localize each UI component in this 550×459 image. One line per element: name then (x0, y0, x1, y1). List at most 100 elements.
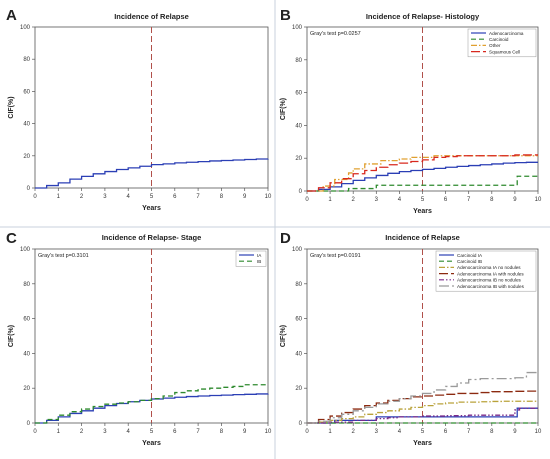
x-tick-label: 10 (265, 429, 272, 435)
series-line (307, 161, 538, 192)
x-tick-label: 0 (33, 429, 37, 435)
chart-title: Incidence of Relapse- Histology (366, 12, 480, 21)
legend-box (235, 250, 267, 267)
x-tick-label: 3 (103, 194, 107, 200)
x-tick-label: 8 (220, 194, 224, 200)
series-line (307, 400, 538, 424)
x-tick-label: 9 (513, 429, 517, 435)
y-tick-label: 80 (295, 282, 302, 288)
x-tick-label: 6 (444, 197, 448, 203)
legend-label: Carcinoid IB (457, 259, 482, 264)
chart-panel-b: Incidence of Relapse- Histology 0 1 2 3 4 5 6 7 8… (280, 12, 542, 215)
legend-label: IB (257, 259, 261, 264)
x-tick-label: 8 (490, 429, 494, 435)
x-tick-label: 8 (490, 197, 494, 203)
y-tick-label: 0 (299, 189, 303, 195)
legend-label: Carcinoid (489, 37, 509, 42)
chart-title: Incidence of Relapse- Stage (102, 233, 202, 242)
y-axis-label: CIF(%) (280, 325, 287, 347)
legend-label: Carcinoid IA (457, 253, 483, 258)
x-tick-label: 1 (57, 429, 61, 435)
legend-label: Other (489, 43, 501, 48)
y-axis-label: CIF(%) (8, 96, 15, 118)
x-tick-label: 7 (467, 197, 471, 203)
panel-letter-a: A (6, 7, 17, 24)
x-tick-label: 2 (352, 197, 356, 203)
series-line (307, 390, 538, 424)
legend-label: Adenocarcinoma IB with nodules (457, 284, 525, 289)
y-tick-label: 80 (23, 282, 30, 288)
y-tick-label: 100 (292, 25, 303, 31)
y-tick-label: 20 (295, 156, 302, 162)
y-tick-label: 0 (299, 421, 303, 427)
legend-label: Squamous Cell (489, 49, 520, 54)
x-tick-label: 5 (150, 429, 154, 435)
x-tick-label: 1 (57, 194, 61, 200)
panel-letter-c: C (6, 230, 17, 247)
x-tick-label: 10 (265, 194, 272, 200)
y-tick-label: 0 (27, 421, 31, 427)
chart-title: Incidence of Relapse (114, 12, 189, 21)
panel-letter-b: B (280, 7, 291, 24)
y-tick-label: 0 (27, 186, 31, 192)
y-tick-label: 100 (20, 247, 31, 253)
chart-title: Incidence of Relapse (385, 233, 460, 242)
series-line (307, 155, 538, 192)
x-tick-label: 0 (305, 429, 309, 435)
x-tick-label: 7 (196, 429, 200, 435)
x-axis-label: Years (413, 208, 432, 215)
x-tick-label: 10 (535, 197, 542, 203)
y-tick-label: 100 (292, 247, 303, 253)
x-tick-label: 3 (103, 429, 107, 435)
legend-label: Adenocarcinoma IB no nodules (457, 278, 522, 283)
legend-label: Adenocarcinoma (489, 31, 524, 36)
y-tick-label: 40 (23, 122, 30, 128)
y-tick-label: 80 (295, 58, 302, 64)
x-tick-label: 5 (421, 197, 425, 203)
x-tick-label: 10 (535, 429, 542, 435)
series-line (35, 158, 269, 189)
y-tick-label: 60 (295, 317, 302, 323)
y-axis-label: CIF(%) (280, 98, 287, 120)
grays-test-annotation: Gray's test p=0.0257 (310, 31, 361, 37)
legend-label: IA (257, 253, 262, 258)
y-tick-label: 40 (295, 123, 302, 129)
x-tick-label: 0 (33, 194, 37, 200)
series-line (307, 371, 538, 424)
x-tick-label: 7 (467, 429, 471, 435)
x-tick-label: 9 (243, 194, 247, 200)
x-tick-label: 6 (173, 429, 177, 435)
x-tick-label: 9 (513, 197, 517, 203)
x-tick-label: 9 (243, 429, 247, 435)
y-tick-label: 20 (23, 386, 30, 392)
y-tick-label: 60 (295, 91, 302, 97)
x-tick-label: 1 (328, 197, 332, 203)
series-line (35, 384, 268, 424)
x-tick-label: 0 (305, 197, 309, 203)
series-line (307, 175, 538, 192)
x-tick-label: 1 (328, 429, 332, 435)
x-tick-label: 2 (80, 194, 84, 200)
y-tick-label: 20 (23, 154, 30, 160)
x-tick-label: 3 (375, 429, 379, 435)
panel-letter-d: D (280, 230, 291, 247)
y-tick-label: 40 (295, 351, 302, 357)
legend-box (435, 250, 537, 292)
y-tick-label: 80 (23, 57, 30, 63)
y-axis-label: CIF(%) (8, 325, 15, 347)
y-tick-label: 40 (23, 351, 30, 357)
x-axis-label: Years (413, 440, 432, 447)
legend-label: Adenocarcinoma IA with nodules (457, 271, 524, 276)
grays-test-annotation: Gray's test p=0.3101 (38, 253, 89, 259)
y-tick-label: 60 (23, 317, 30, 323)
x-tick-label: 4 (127, 194, 131, 200)
x-tick-label: 5 (421, 429, 425, 435)
y-tick-label: 60 (23, 89, 30, 95)
x-tick-label: 5 (150, 194, 154, 200)
x-tick-label: 6 (444, 429, 448, 435)
x-tick-label: 7 (196, 194, 200, 200)
series-line (307, 154, 538, 192)
